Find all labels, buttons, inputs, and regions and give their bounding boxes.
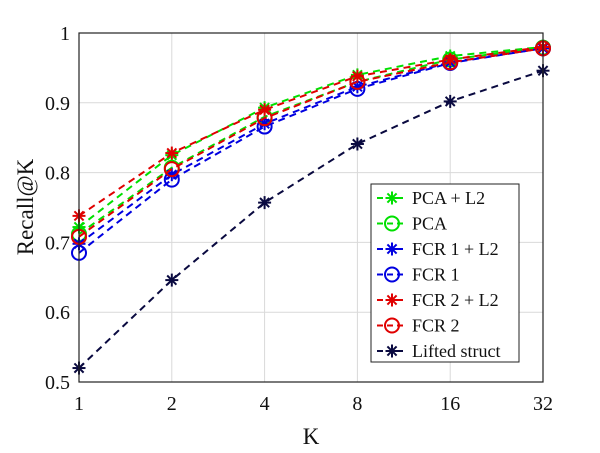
legend-label: FCR 1: [412, 265, 460, 285]
series-line: [78, 47, 544, 238]
legend-marker: [385, 242, 399, 256]
x-axis-label: K: [303, 424, 320, 449]
legend-marker: [384, 317, 400, 334]
legend-marker: [385, 191, 399, 205]
y-axis-label: Recall@K: [13, 158, 38, 255]
plot-frame: [78, 32, 544, 383]
legend-entry: FCR 2 + L2: [377, 290, 499, 310]
legend-entry: Lifted struct: [377, 341, 500, 361]
data-point: [258, 103, 272, 117]
series-fcr-2-l2: [72, 40, 550, 223]
legend: PCA + L2 PCA FCR 1 + L2 FCR 1 FCR 2 + L2 FCR …: [370, 183, 520, 363]
series-line: [78, 47, 544, 254]
data-point: [443, 94, 457, 108]
legend-entry: FCR 1 + L2: [377, 239, 499, 259]
data-point: [165, 273, 179, 287]
data-point: [442, 54, 459, 71]
y-tick-label: 0.6: [45, 302, 70, 324]
legend-marker: [385, 293, 399, 307]
legend-label: PCA: [412, 214, 447, 234]
series-layer: [71, 39, 551, 375]
y-tick-label: 0.5: [45, 372, 70, 394]
legend-label: FCR 1 + L2: [412, 239, 499, 259]
y-tick-label: 0.8: [45, 163, 70, 185]
series-line: [78, 69, 544, 369]
legend-entry: PCA + L2: [377, 188, 485, 208]
series-line: [78, 45, 544, 228]
x-tick-label: 16: [440, 393, 460, 415]
x-tick-label: 4: [260, 393, 270, 415]
legend-entry: PCA: [377, 214, 447, 234]
legend-marker: [384, 215, 400, 232]
x-tick-label: 32: [533, 393, 553, 415]
legend-label: PCA + L2: [412, 188, 485, 208]
legend-label: Lifted struct: [412, 341, 500, 361]
series-line: [78, 45, 544, 217]
data-point: [256, 118, 273, 135]
y-tick-label: 0.9: [45, 93, 70, 115]
y-tick-label: 0.7: [45, 232, 70, 254]
x-tick-label: 8: [352, 393, 362, 415]
data-point: [349, 73, 366, 90]
legend-marker: [384, 266, 400, 283]
x-tick-label: 2: [167, 393, 177, 415]
data-point: [258, 196, 272, 210]
data-point: [163, 171, 180, 188]
x-tick-label: 1: [74, 393, 84, 415]
legend-marker: [385, 344, 399, 358]
x-tick-labels: 1 2 4 8 16 32: [74, 393, 553, 415]
data-point: [165, 146, 179, 160]
data-point: [350, 137, 364, 151]
y-tick-labels: 0.5 0.6 0.7 0.8 0.9 1: [45, 23, 70, 394]
legend-label: FCR 2 + L2: [412, 290, 499, 310]
legend-entry: FCR 2: [377, 316, 460, 336]
y-tick-label: 1: [60, 23, 70, 45]
legend-label: FCR 2: [412, 316, 460, 336]
data-point: [256, 110, 273, 127]
data-point: [163, 161, 180, 178]
legend-entry: FCR 1: [377, 265, 460, 285]
